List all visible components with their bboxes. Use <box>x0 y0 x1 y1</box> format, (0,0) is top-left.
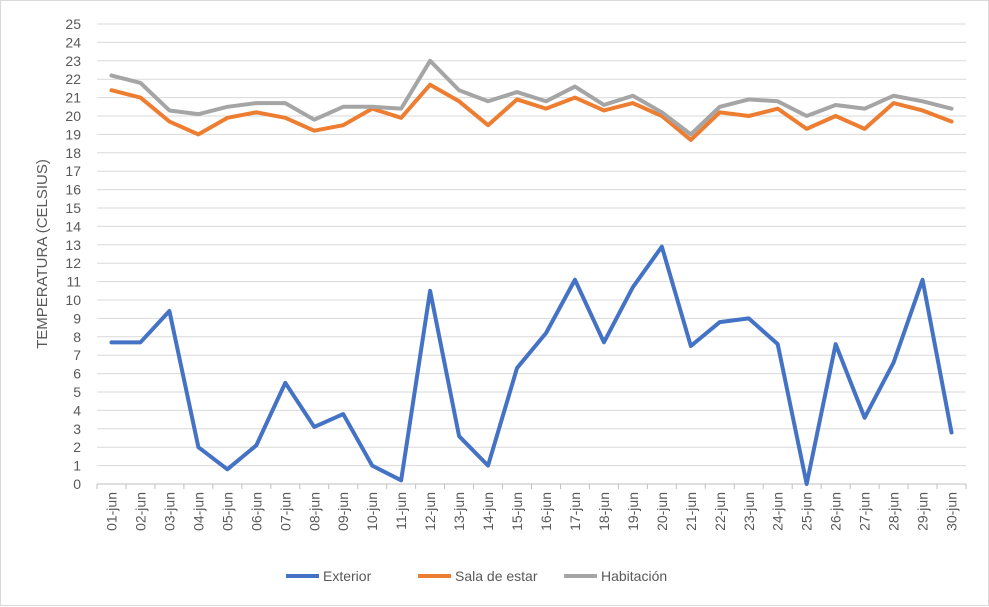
x-tick-label: 03-jun <box>161 492 177 531</box>
x-tick-label: 27-jun <box>857 492 873 531</box>
x-tick-label: 10-jun <box>364 492 380 531</box>
y-tick-label: 1 <box>73 458 81 474</box>
legend-label: Habitación <box>601 568 667 584</box>
x-tick-label: 25-jun <box>799 492 815 531</box>
x-tick-label: 05-jun <box>219 492 235 531</box>
x-tick-label: 16-jun <box>538 492 554 531</box>
x-tick-label: 01-jun <box>103 492 119 531</box>
y-tick-label: 3 <box>73 421 81 437</box>
x-tick-label: 06-jun <box>248 492 264 531</box>
y-tick-label: 8 <box>73 329 81 345</box>
y-tick-label: 21 <box>65 90 81 106</box>
y-tick-label: 20 <box>65 108 81 124</box>
y-tick-label: 25 <box>65 16 81 32</box>
y-tick-label: 15 <box>65 200 81 216</box>
x-tick-label: 28-jun <box>886 492 902 531</box>
y-tick-label: 10 <box>65 292 81 308</box>
x-tick-label: 30-jun <box>944 492 960 531</box>
x-tick-label: 04-jun <box>190 492 206 531</box>
x-tick-label: 12-jun <box>422 492 438 531</box>
y-tick-label: 13 <box>65 237 81 253</box>
legend-label: Exterior <box>323 568 372 584</box>
y-tick-label: 18 <box>65 145 81 161</box>
x-tick-label: 18-jun <box>596 492 612 531</box>
y-tick-label: 9 <box>73 310 81 326</box>
y-tick-label: 7 <box>73 347 81 363</box>
legend-label: Sala de estar <box>455 568 538 584</box>
x-tick-label: 09-jun <box>335 492 351 531</box>
y-tick-label: 14 <box>65 218 81 234</box>
x-tick-label: 29-jun <box>915 492 931 531</box>
x-tick-label: 02-jun <box>132 492 148 531</box>
y-tick-label: 16 <box>65 182 81 198</box>
x-tick-label: 26-jun <box>828 492 844 531</box>
y-tick-label: 23 <box>65 53 81 69</box>
y-axis-title: TEMPERATURA (CELSIUS) <box>34 159 51 349</box>
x-tick-label: 07-jun <box>277 492 293 531</box>
x-tick-label: 17-jun <box>567 492 583 531</box>
y-tick-label: 22 <box>65 71 81 87</box>
x-tick-label: 08-jun <box>306 492 322 531</box>
x-tick-label: 14-jun <box>480 492 496 531</box>
y-tick-label: 12 <box>65 255 81 271</box>
y-tick-label: 24 <box>65 34 81 50</box>
x-tick-label: 13-jun <box>451 492 467 531</box>
series-line-exterior <box>109 244 954 486</box>
x-tick-label: 15-jun <box>509 492 525 531</box>
y-tick-label: 4 <box>73 402 81 418</box>
y-tick-label: 11 <box>66 274 81 290</box>
x-tick-label: 22-jun <box>712 492 728 531</box>
x-tick-label: 24-jun <box>770 492 786 531</box>
x-tick-label: 21-jun <box>683 492 699 531</box>
y-tick-label: 0 <box>73 476 81 492</box>
x-tick-label: 19-jun <box>625 492 641 531</box>
y-tick-label: 17 <box>65 163 81 179</box>
y-tick-label: 19 <box>65 126 81 142</box>
series-line-habitaci-n <box>109 58 954 137</box>
x-tick-label: 23-jun <box>741 492 757 531</box>
y-tick-label: 2 <box>73 439 81 455</box>
y-tick-label: 6 <box>73 366 81 382</box>
x-tick-label: 20-jun <box>654 492 670 531</box>
y-tick-label: 5 <box>73 384 81 400</box>
x-tick-label: 11-jun <box>393 492 409 530</box>
series-line-sala-de-estar <box>109 82 954 142</box>
